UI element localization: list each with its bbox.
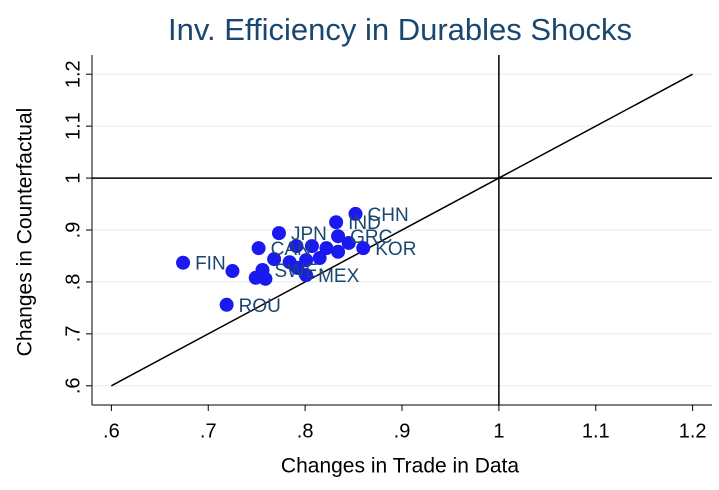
point — [289, 239, 304, 254]
x-tick-label: 1 — [493, 420, 504, 442]
point — [329, 215, 344, 230]
x-axis-title: Changes in Trade in Data — [281, 455, 519, 478]
point — [219, 297, 234, 312]
point — [341, 235, 356, 250]
point — [331, 244, 346, 259]
point — [290, 260, 305, 275]
point — [258, 271, 273, 286]
x-tick-label: .6 — [103, 420, 120, 442]
point — [312, 251, 327, 266]
point-label: KOR — [375, 239, 416, 260]
point-label: SWE — [275, 261, 318, 282]
y-tick-label: 1.2 — [62, 60, 84, 88]
x-tick-label: 1.2 — [679, 420, 707, 442]
point-label: GRC — [350, 227, 392, 248]
y-axis-title: Changes in Counterfactual — [14, 108, 37, 357]
x-tick-label: .7 — [200, 420, 217, 442]
y-tick-label: .7 — [62, 326, 84, 343]
point-label: JPN — [291, 224, 327, 245]
chart-title: Inv. Efficiency in Durables Shocks — [168, 12, 632, 47]
point — [271, 226, 286, 241]
point — [251, 241, 266, 256]
point — [348, 206, 363, 221]
x-tick-label: 1.1 — [582, 420, 610, 442]
point-label: IND — [348, 213, 381, 234]
point-label: FIN — [195, 254, 226, 275]
point-label: CHN — [368, 205, 409, 226]
point — [225, 264, 240, 279]
point — [319, 241, 334, 256]
y-tick-label: 1 — [62, 173, 84, 184]
point — [304, 239, 319, 254]
y-tick-label: 1.1 — [62, 112, 84, 140]
x-tick-label: .9 — [394, 420, 411, 442]
point-label: ROU — [239, 296, 281, 317]
y-tick-label: .6 — [62, 377, 84, 394]
point-label: MEX — [318, 266, 360, 287]
point-label: CAN — [271, 239, 311, 260]
point — [331, 229, 346, 244]
diagonal-line — [111, 73, 693, 387]
y-tick-label: .9 — [62, 222, 84, 239]
point — [176, 255, 191, 270]
point — [267, 252, 282, 267]
point — [356, 241, 371, 256]
x-tick-label: .8 — [297, 420, 314, 442]
y-tick-label: .8 — [62, 274, 84, 291]
